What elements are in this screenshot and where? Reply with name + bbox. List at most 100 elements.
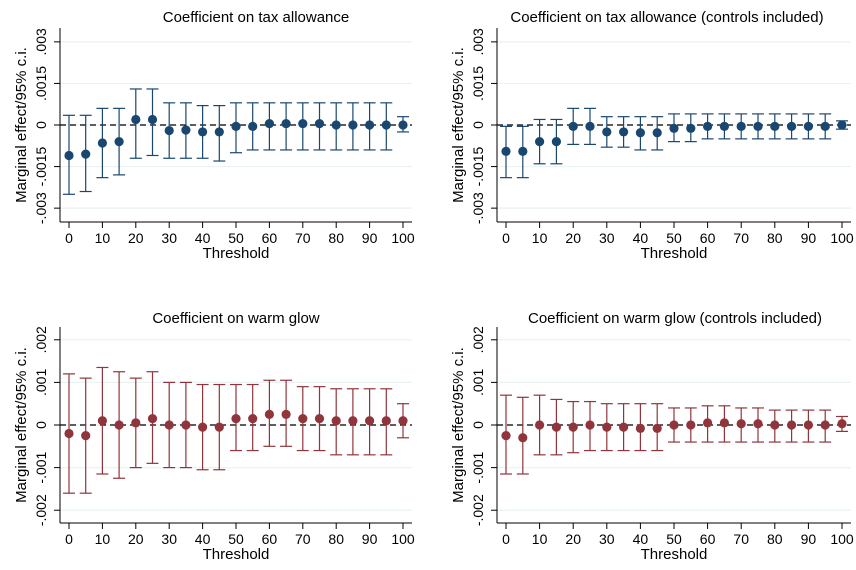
y-tick-label: -.001 — [470, 451, 486, 483]
point-estimate — [635, 423, 646, 434]
point-estimate — [181, 420, 191, 430]
x-tick-label: 20 — [128, 531, 144, 547]
point-estimate — [837, 419, 847, 429]
point-estimate — [669, 123, 679, 133]
point-estimate — [820, 420, 830, 430]
x-tick-label: 10 — [95, 230, 111, 246]
y-axis-title: Marginal effect/95% c.i. — [450, 47, 467, 203]
point-estimate — [686, 123, 696, 133]
y-tick-label: 0 — [470, 421, 486, 429]
x-tick-label: 60 — [700, 230, 716, 246]
x-tick-label: 80 — [767, 531, 783, 547]
point-estimate — [535, 137, 545, 147]
point-estimate — [198, 422, 208, 432]
point-estimate — [131, 114, 141, 125]
point-estimate — [248, 121, 258, 131]
x-tick-label: 50 — [228, 531, 244, 547]
point-estimate — [820, 121, 830, 131]
point-estimate — [770, 420, 780, 430]
point-estimate — [365, 416, 375, 426]
point-estimate — [736, 419, 746, 429]
x-tick-label: 90 — [362, 531, 378, 547]
point-estimate — [198, 127, 208, 137]
y-tick-label: 0 — [470, 121, 486, 129]
point-estimate — [214, 127, 224, 137]
x-tick-label: 0 — [502, 531, 510, 547]
point-estimate — [147, 114, 158, 125]
y-tick-label: .0015 — [33, 66, 49, 101]
x-tick-label: 40 — [195, 230, 211, 246]
point-estimate — [719, 418, 730, 428]
x-tick-label: 80 — [328, 230, 344, 246]
point-estimate — [551, 137, 562, 147]
x-tick-label: 20 — [565, 230, 581, 246]
point-estimate — [602, 422, 612, 432]
point-estimate — [97, 138, 107, 148]
point-estimate — [501, 146, 511, 156]
point-estimate — [753, 121, 763, 131]
x-tick-label: 60 — [700, 531, 716, 547]
point-estimate — [787, 420, 797, 430]
point-estimate — [585, 121, 595, 131]
point-estimate — [753, 419, 763, 429]
point-estimate — [619, 422, 629, 432]
x-tick-label: 10 — [532, 230, 548, 246]
x-tick-label: 70 — [295, 531, 311, 547]
point-estimate — [398, 120, 408, 130]
y-tick-label: .001 — [470, 369, 486, 396]
x-tick-label: 0 — [65, 230, 73, 246]
point-estimate — [298, 119, 308, 129]
x-tick-label: 50 — [666, 531, 682, 547]
point-estimate — [298, 414, 308, 424]
point-estimate — [365, 120, 375, 130]
x-tick-label: 70 — [733, 531, 749, 547]
x-tick-label: 70 — [295, 230, 311, 246]
x-tick-label: 10 — [95, 531, 111, 547]
x-axis-title: Threshold — [203, 245, 270, 262]
x-tick-label: 30 — [161, 230, 177, 246]
point-estimate — [97, 416, 107, 426]
x-tick-label: 80 — [328, 531, 344, 547]
chart-title: Coefficient on warm glow (controls inclu… — [528, 310, 822, 327]
chart-title: Coefficient on tax allowance — [163, 9, 350, 26]
y-tick-label: -.002 — [33, 494, 49, 526]
y-tick-label: .0015 — [470, 66, 486, 101]
point-estimate — [585, 420, 595, 430]
point-estimate — [264, 119, 274, 129]
x-tick-label: 20 — [128, 230, 144, 246]
chart-title: Coefficient on tax allowance (controls i… — [510, 9, 823, 26]
x-tick-label: 100 — [830, 531, 854, 547]
y-tick-label: -.002 — [470, 494, 486, 526]
point-estimate — [64, 150, 74, 161]
y-tick-label: .002 — [470, 326, 486, 353]
point-estimate — [281, 409, 291, 419]
x-tick-label: 70 — [733, 230, 749, 246]
point-estimate — [787, 121, 797, 131]
point-estimate — [114, 137, 124, 147]
point-estimate — [703, 121, 713, 131]
chart-panel-1: Coefficient on tax allowance -.003 -.0015 0… — [13, 9, 415, 262]
point-estimate — [64, 428, 74, 439]
chart-title: Coefficient on warm glow — [152, 310, 319, 327]
x-tick-label: 100 — [391, 230, 415, 246]
x-tick-label: 40 — [633, 531, 649, 547]
chart-panel-2: Coefficient on tax allowance (controls i… — [450, 9, 854, 262]
point-estimate — [264, 409, 274, 419]
x-tick-label: 30 — [161, 531, 177, 547]
x-tick-label: 100 — [830, 230, 854, 246]
point-estimate — [652, 423, 662, 434]
y-tick-label: .002 — [33, 326, 49, 353]
x-tick-label: 40 — [195, 531, 211, 547]
point-estimate — [81, 431, 91, 441]
x-tick-label: 60 — [262, 531, 278, 547]
point-estimate — [381, 416, 391, 426]
point-estimate — [703, 418, 713, 428]
x-tick-label: 0 — [502, 230, 510, 246]
y-axis-title: Marginal effect/95% c.i. — [450, 347, 467, 503]
y-tick-label: 0 — [33, 421, 49, 429]
x-tick-label: 20 — [565, 531, 581, 547]
x-axis-title: Threshold — [203, 546, 270, 563]
y-tick-label: -.001 — [33, 451, 49, 483]
x-tick-label: 50 — [666, 230, 682, 246]
point-estimate — [551, 422, 562, 432]
